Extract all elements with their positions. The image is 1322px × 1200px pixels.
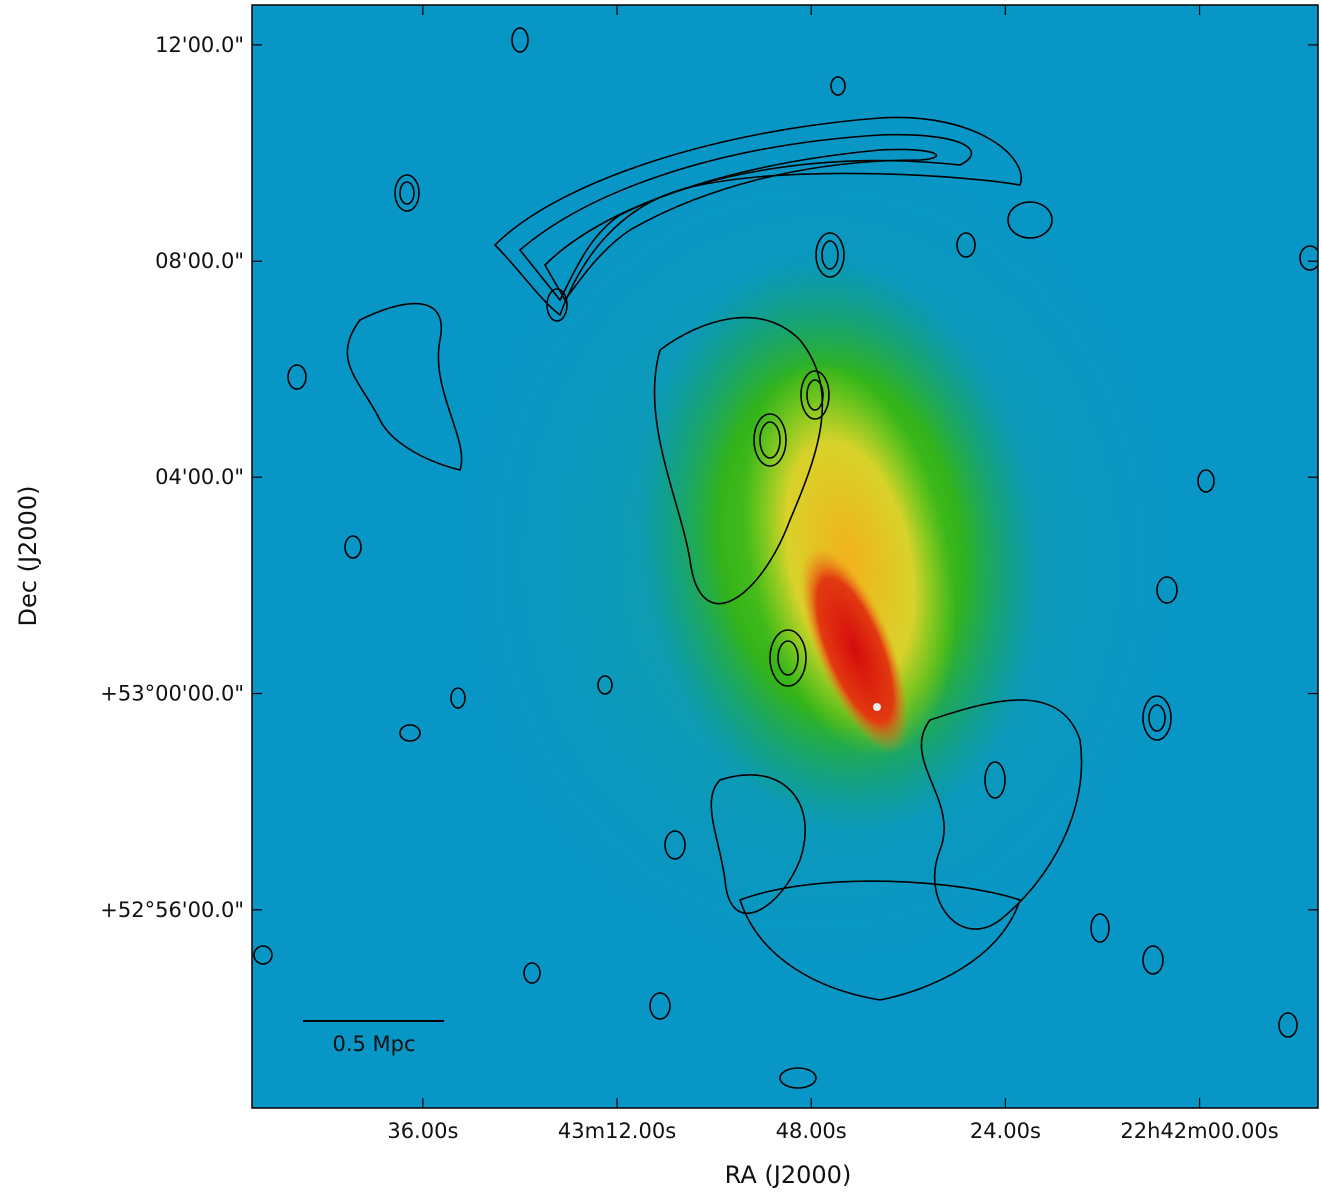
contours xyxy=(253,27,1318,1089)
y-axis-label: Dec (J2000) xyxy=(14,486,42,627)
y-tick-label: +53°00'00.0" xyxy=(100,682,244,706)
x-axis-label: RA (J2000) xyxy=(725,1161,852,1189)
x-tick-label: 22h42m00.00s xyxy=(1120,1119,1278,1143)
scale-bar-label: 0.5 Mpc xyxy=(332,1032,415,1056)
y-tick-label: 08'00.0" xyxy=(155,249,244,273)
y-tick-label: 04'00.0" xyxy=(155,465,244,489)
x-tick-label: 43m12.00s xyxy=(558,1119,676,1143)
y-tick-label: +52°56'00.0" xyxy=(100,898,244,922)
x-tick-label: 48.00s xyxy=(776,1119,847,1143)
x-tick-label: 36.00s xyxy=(387,1119,458,1143)
y-tick-label: 12'00.0" xyxy=(155,33,244,57)
image xyxy=(252,5,1318,1108)
x-tick-label: 24.00s xyxy=(970,1119,1041,1143)
plot-frame xyxy=(251,4,1319,1109)
